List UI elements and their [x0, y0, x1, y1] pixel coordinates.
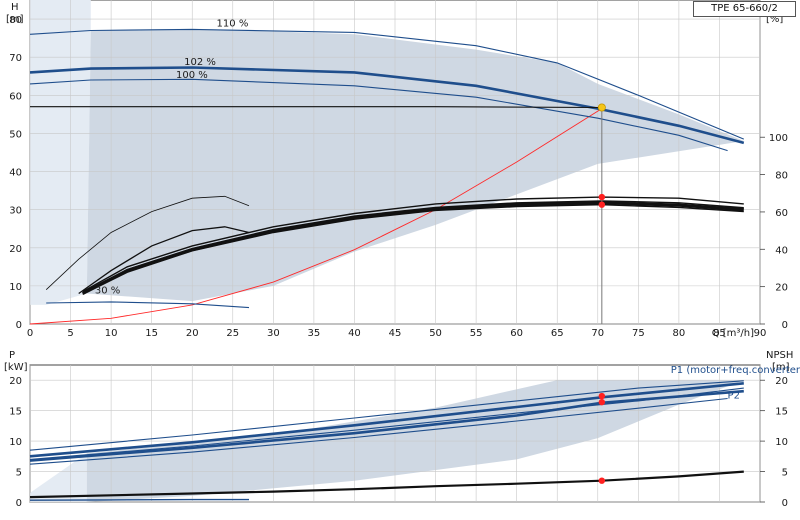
head-curve [29, 66, 745, 145]
x-tick-label: 40 [348, 328, 361, 339]
curve-legend-label: P2 [728, 390, 740, 401]
y-tick-label: 30 [9, 206, 22, 217]
x-tick-label: 15 [145, 328, 158, 339]
x-tick-label: 85 [713, 328, 726, 339]
y2-tick-label: 60 [775, 208, 788, 219]
x-tick-label: 30 [267, 328, 280, 339]
y2-tick-label: 10 [775, 437, 788, 448]
operating-point-marker [598, 193, 606, 201]
npsh-curve [29, 470, 744, 499]
operating-point-marker [598, 201, 606, 208]
y-tick-label: 10 [9, 437, 22, 448]
y-tick-label: 0 [16, 498, 22, 509]
y-tick-label: 70 [9, 53, 22, 64]
operating-point-marker [598, 392, 606, 400]
x-tick-label: 50 [429, 328, 442, 339]
power-curve [29, 397, 728, 465]
operating-point-marker [598, 477, 606, 484]
operating-range-band [86, 28, 744, 302]
operating-point-marker [598, 398, 606, 406]
speed-curve-label: 30 % [95, 286, 120, 297]
x-tick-label: 0 [27, 328, 33, 339]
x-tick-label: 20 [186, 328, 199, 339]
constant-head-line [30, 106, 602, 109]
y2-tick-label: 5 [782, 468, 788, 479]
x-tick-label: 10 [105, 328, 118, 339]
x-tick-label: 25 [226, 328, 239, 339]
head-curve [29, 78, 728, 152]
pump-model-label: TPE 65-660/2 [693, 1, 796, 17]
efficiency-curve [81, 201, 744, 295]
x-tick-label: 35 [308, 328, 321, 339]
x-tick-label: 70 [591, 328, 604, 339]
y2-tick-label: 0 [782, 320, 788, 331]
x-tick-label: 55 [470, 328, 483, 339]
x-tick-label: 45 [389, 328, 402, 339]
power-curve [29, 389, 744, 462]
speed-curve-label: 102 % [184, 57, 216, 68]
head-curve [29, 28, 745, 140]
power-curve [29, 382, 744, 458]
y-tick-label: 60 [9, 91, 22, 102]
x-tick-label: 5 [67, 328, 73, 339]
y-axis-unit: [m] [6, 14, 24, 25]
y-tick-label: 80 [9, 15, 22, 26]
y2-tick-label: 100 [769, 133, 788, 144]
small-efficiency-curve [45, 195, 250, 290]
speed-curve-label: 100 % [176, 70, 208, 81]
y2-tick-label: 20 [775, 283, 788, 294]
y2-axis-title: NPSH [766, 350, 793, 361]
y-tick-label: 40 [9, 168, 22, 179]
low-flow-region [30, 453, 87, 502]
speed-curve-label: 110 % [217, 19, 249, 30]
power-curve [29, 380, 744, 451]
y-tick-label: 0 [16, 320, 22, 331]
x-tick-label: 80 [673, 328, 686, 339]
curve-legend-label: P1 (motor+freq.converter) [671, 365, 800, 376]
x-axis-title: Q [m³/h] [712, 328, 754, 339]
efficiency-curve [82, 196, 744, 293]
y-axis-title: H [11, 2, 19, 13]
y2-tick-label: 0 [782, 498, 788, 509]
y-axis-title: P [9, 350, 15, 361]
duty-point-marker [597, 103, 606, 112]
head-curve [46, 301, 250, 309]
head-efficiency-plot: 0 5 10 15 20 25 30 35 40 45 50 55 60 65 70 75 80 85 900102… [6, 0, 788, 339]
x-tick-label: 65 [551, 328, 564, 339]
y2-axis-unit: [m] [772, 362, 790, 373]
y-axis-unit: [kW] [4, 362, 28, 373]
y-tick-label: 10 [9, 282, 22, 293]
y-tick-label: 5 [16, 468, 22, 479]
y2-tick-label: 20 [775, 376, 788, 387]
npsh-min-curve [29, 498, 249, 501]
y2-axis-unit: [%] [766, 14, 783, 25]
y-tick-label: 20 [9, 376, 22, 387]
y-tick-label: 15 [9, 407, 22, 418]
x-tick-label: 75 [632, 328, 645, 339]
y-tick-label: 50 [9, 129, 22, 140]
y2-tick-label: 80 [775, 171, 788, 182]
y2-tick-label: 40 [775, 245, 788, 256]
low-flow-region [30, 0, 91, 324]
x-tick-label: 90 [754, 328, 767, 339]
x-tick-label: 60 [510, 328, 523, 339]
y2-tick-label: 15 [775, 407, 788, 418]
small-efficiency-curve [78, 226, 250, 295]
y-tick-label: 20 [9, 244, 22, 255]
system-curve [29, 108, 603, 325]
power-npsh-plot: 0 5 10 15 20 0 5 10 15 20 P[kW] NPSH[m]P1 (motor+fr… [4, 350, 800, 509]
